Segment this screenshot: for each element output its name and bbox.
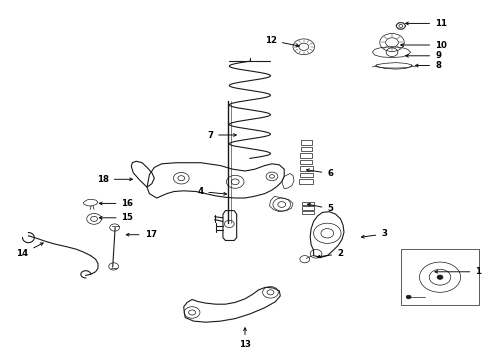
Text: 14: 14 <box>16 243 43 258</box>
Circle shape <box>406 295 411 299</box>
Text: 18: 18 <box>97 175 132 184</box>
Text: 16: 16 <box>99 199 133 208</box>
Text: 4: 4 <box>197 187 226 196</box>
Text: 2: 2 <box>318 249 343 258</box>
Text: 10: 10 <box>401 40 447 49</box>
Text: 3: 3 <box>362 230 387 239</box>
Text: 8: 8 <box>416 61 441 70</box>
Text: 5: 5 <box>308 203 333 213</box>
Text: 1: 1 <box>435 267 481 276</box>
Circle shape <box>437 275 443 279</box>
Text: 15: 15 <box>99 213 133 222</box>
FancyBboxPatch shape <box>401 249 479 305</box>
Text: 12: 12 <box>265 36 299 47</box>
Text: 17: 17 <box>126 230 157 239</box>
Text: 11: 11 <box>406 19 447 28</box>
Text: 13: 13 <box>239 328 251 349</box>
Text: 9: 9 <box>406 51 441 60</box>
Text: 6: 6 <box>307 169 333 178</box>
Text: 7: 7 <box>207 130 236 139</box>
